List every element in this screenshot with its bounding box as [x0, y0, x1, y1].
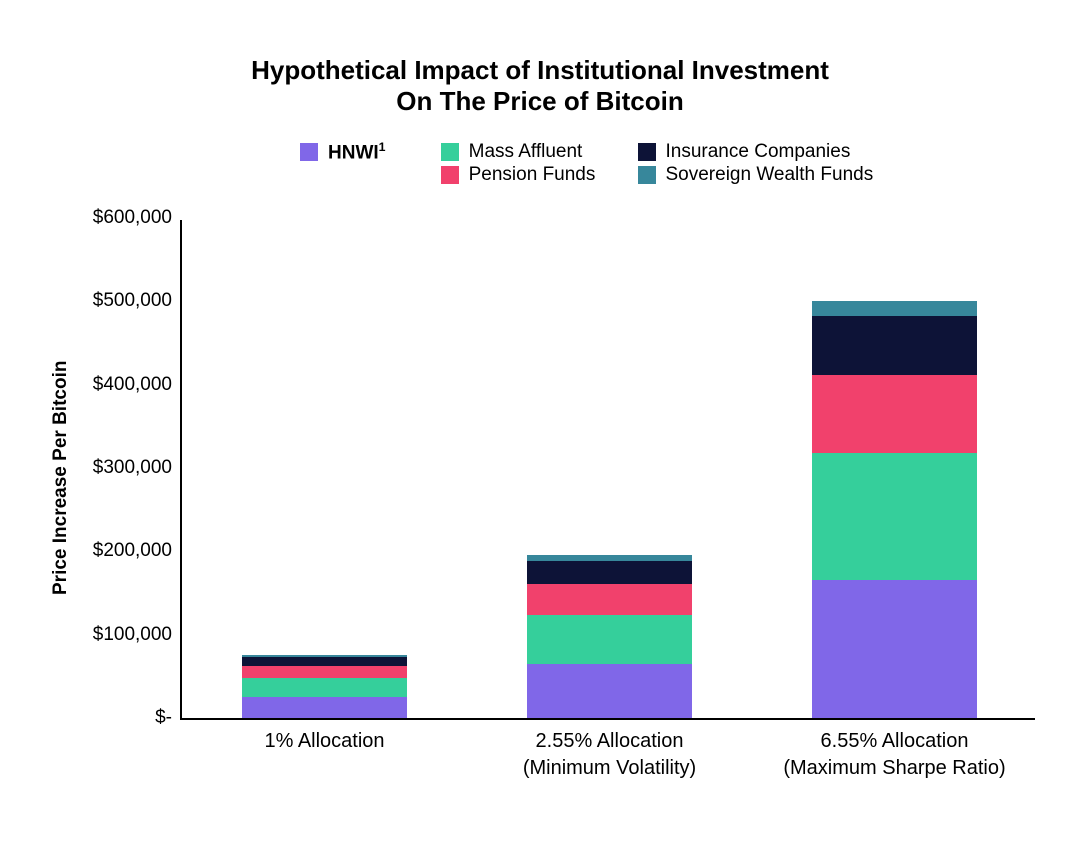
legend-swatch — [300, 143, 318, 161]
bar-segment-insurance — [242, 657, 407, 666]
bar-segment-pension — [527, 584, 692, 615]
chart-title-line2: On The Price of Bitcoin — [0, 86, 1080, 117]
chart-container: Hypothetical Impact of Institutional Inv… — [0, 0, 1080, 841]
chart-title: Hypothetical Impact of Institutional Inv… — [0, 55, 1080, 117]
plot-area: $-$100,000$200,000$300,000$400,000$500,0… — [180, 220, 1035, 720]
legend-label: Insurance Companies — [666, 141, 851, 163]
legend-label: Mass Affluent — [469, 141, 583, 163]
y-tick-label: $100,000 — [93, 624, 172, 646]
bar-segment-pension — [812, 375, 977, 453]
bar-group — [242, 655, 407, 718]
y-tick-label: $400,000 — [93, 374, 172, 396]
y-tick-label: $- — [155, 707, 172, 729]
x-tick-label: 1% Allocation — [264, 728, 384, 755]
bar-segment-insurance — [812, 316, 977, 374]
y-tick-label: $500,000 — [93, 290, 172, 312]
bar-segment-mass — [527, 615, 692, 664]
bar-segment-insurance — [527, 561, 692, 584]
legend-swatch — [638, 166, 656, 184]
legend-label: HNWI1 — [328, 140, 386, 164]
legend-swatch — [638, 143, 656, 161]
x-tick-label: 6.55% Allocation(Maximum Sharpe Ratio) — [783, 728, 1005, 782]
y-axis-label: Price Increase Per Bitcoin — [50, 361, 72, 595]
legend: HNWI1 Mass Affluent Insurance Companies Pen… — [300, 140, 900, 186]
bar-segment-sovereign — [812, 301, 977, 316]
legend-label: Pension Funds — [469, 164, 596, 186]
bar-group — [812, 301, 977, 718]
legend-swatch — [441, 143, 459, 161]
y-tick-label: $600,000 — [93, 207, 172, 229]
y-tick-label: $200,000 — [93, 540, 172, 562]
y-tick-label: $300,000 — [93, 457, 172, 479]
bar-segment-hnwi — [527, 664, 692, 718]
bar-segment-hnwi — [242, 697, 407, 718]
bar-group — [527, 555, 692, 718]
legend-label: Sovereign Wealth Funds — [666, 164, 874, 186]
x-tick-label: 2.55% Allocation(Minimum Volatility) — [523, 728, 696, 782]
legend-swatch — [441, 166, 459, 184]
bar-segment-mass — [242, 678, 407, 697]
chart-title-line1: Hypothetical Impact of Institutional Inv… — [0, 55, 1080, 86]
bar-segment-mass — [812, 453, 977, 580]
bar-segment-pension — [242, 666, 407, 678]
bar-segment-hnwi — [812, 580, 977, 718]
